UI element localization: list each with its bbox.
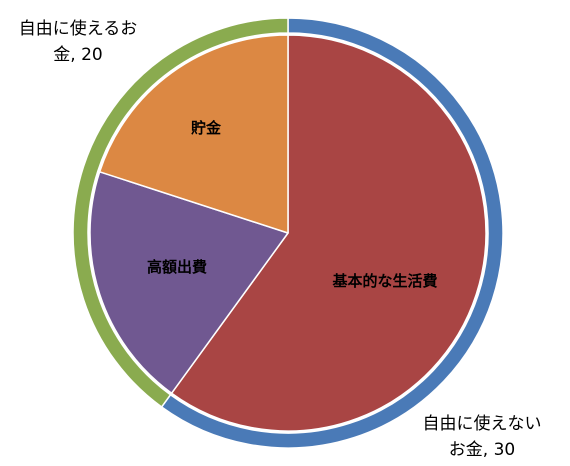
slice-chokin	[98, 34, 289, 234]
slice-kogaku	[89, 171, 289, 394]
slice-label-kihon: 基本的な生活費	[331, 272, 437, 290]
slice-label-chokin: 貯金	[191, 119, 222, 137]
inner-pie	[89, 34, 487, 432]
ring-label-jiyu-line2: 金, 20	[53, 45, 102, 65]
slice-label-kogaku: 高額出費	[147, 258, 207, 276]
ring-label-fujiyu-line1: 自由に使えない	[423, 413, 542, 434]
ring-segment-jiyu	[72, 17, 289, 408]
slice-kihon	[170, 34, 487, 432]
ring-label-jiyu-line1: 自由に使えるお	[19, 18, 138, 39]
outer-ring	[72, 17, 504, 449]
ring-label-fujiyu-line2: お金, 30	[449, 440, 515, 460]
